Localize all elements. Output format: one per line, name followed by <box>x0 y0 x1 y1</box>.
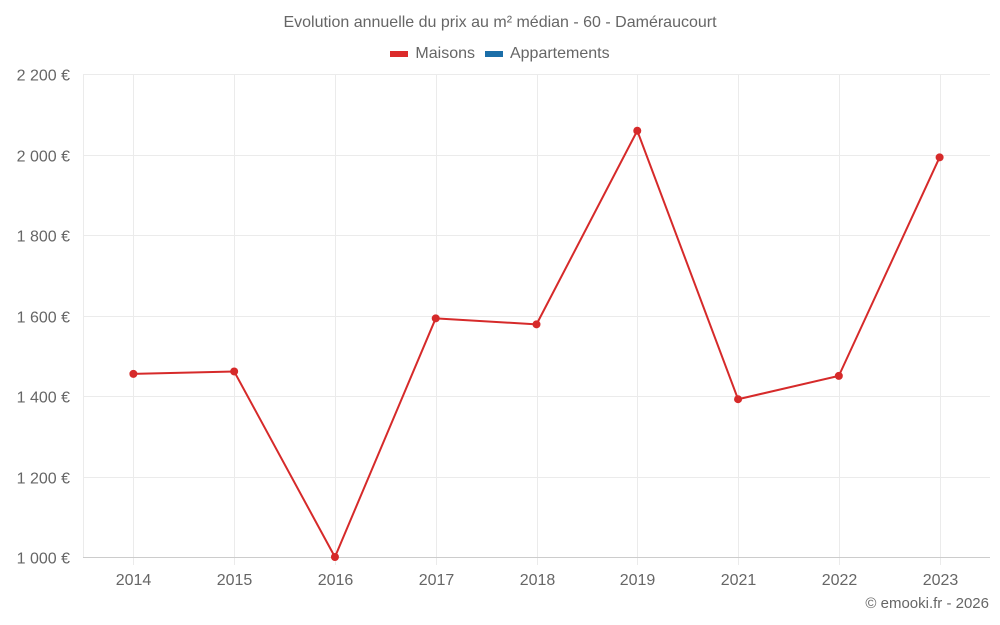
data-point-2019[interactable] <box>633 126 642 135</box>
x-tick-label: 2017 <box>419 572 455 589</box>
y-axis: 1 000 € 1 200 € 1 400 € 1 600 € 1 800 € 2 000… <box>17 68 70 568</box>
legend-item-appartements[interactable]: Appartements <box>484 45 610 63</box>
x-tick-label: 2021 <box>721 572 757 589</box>
x-tick-label: 2014 <box>116 572 152 589</box>
legend-swatch-appartements-icon <box>484 51 503 57</box>
x-tick-label: 2023 <box>923 572 959 589</box>
data-point-2018[interactable] <box>532 320 541 329</box>
data-point-2015[interactable] <box>230 367 239 376</box>
y-tick-label: 2 200 € <box>17 68 70 85</box>
data-point-2017[interactable] <box>431 314 440 323</box>
x-gridlines <box>83 74 941 565</box>
x-tick-label: 2016 <box>318 572 354 589</box>
y-gridlines <box>83 74 990 478</box>
credits-link[interactable]: © emooki.fr - 2026 <box>865 595 989 612</box>
x-tick-label: 2018 <box>520 572 556 589</box>
series-maisons[interactable] <box>129 126 944 561</box>
x-tick-label: 2022 <box>822 572 858 589</box>
y-tick-label: 1 000 € <box>17 551 70 568</box>
x-tick-label: 2019 <box>620 572 656 589</box>
data-point-2022[interactable] <box>834 371 843 380</box>
chart-title: Evolution annuelle du prix au m² médian … <box>283 14 717 31</box>
data-point-2014[interactable] <box>129 369 138 378</box>
legend-label-appartements: Appartements <box>509 45 610 62</box>
data-point-2021[interactable] <box>734 395 743 404</box>
y-tick-label: 2 000 € <box>17 149 70 166</box>
data-point-2016[interactable] <box>330 553 339 561</box>
legend: Maisons Appartements <box>0 45 1000 63</box>
y-tick-label: 1 200 € <box>17 471 70 488</box>
y-tick-label: 1 600 € <box>17 310 70 327</box>
x-axis: 2014 2015 2016 2017 2018 2019 2021 2022 2023 <box>83 557 990 589</box>
y-tick-label: 1 800 € <box>17 229 70 246</box>
data-point-2023[interactable] <box>935 153 944 162</box>
x-tick-label: 2015 <box>217 572 253 589</box>
legend-label-maisons: Maisons <box>415 45 475 62</box>
series-line-maisons <box>133 129 941 558</box>
legend-swatch-maisons-icon <box>390 51 409 57</box>
y-tick-label: 1 400 € <box>17 390 70 407</box>
legend-item-maisons[interactable]: Maisons <box>390 45 475 63</box>
